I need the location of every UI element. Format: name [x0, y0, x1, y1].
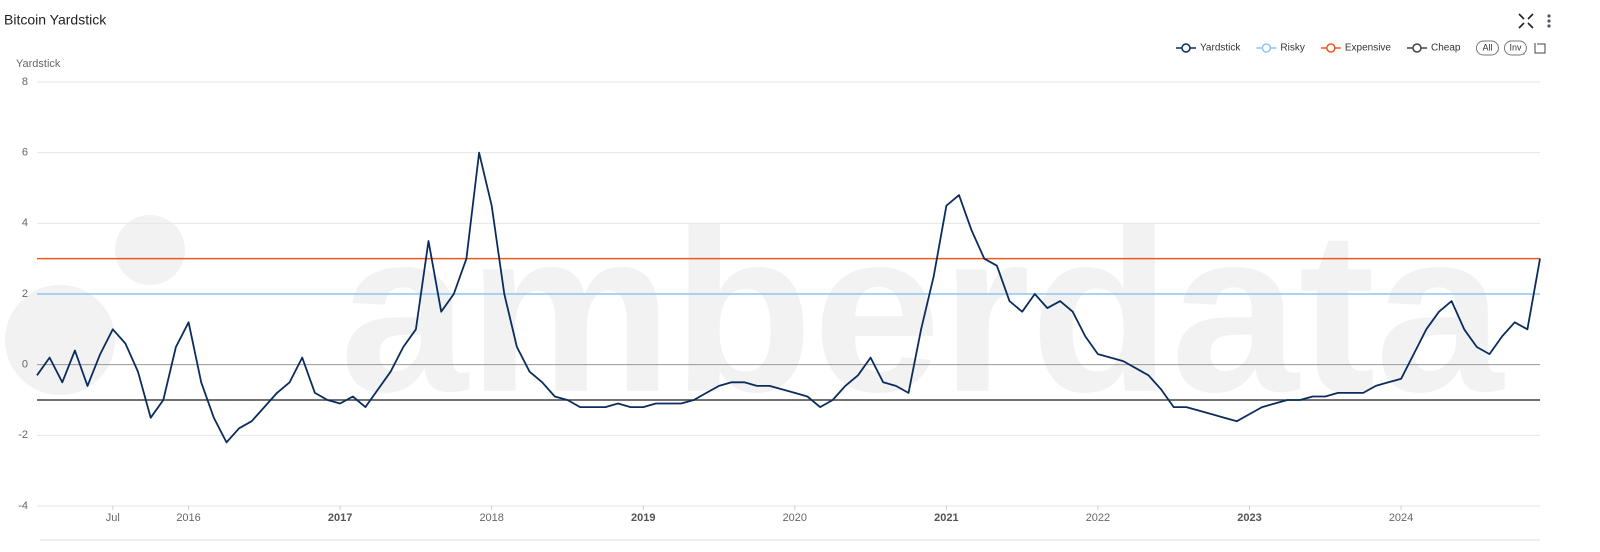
legend-item[interactable]: Yardstick: [1176, 43, 1241, 54]
menu-icon[interactable]: [1547, 14, 1551, 28]
legend-marker: [1261, 43, 1272, 53]
y-tick-label: 0: [22, 359, 28, 371]
control-label: All: [1482, 42, 1492, 52]
x-tick-label: 2024: [1389, 512, 1413, 524]
x-tick-label: 2016: [176, 512, 200, 524]
x-tick-label: 2021: [934, 512, 958, 524]
y-axis-label: Yardstick: [16, 58, 61, 70]
chart-title: Bitcoin Yardstick: [4, 12, 107, 28]
y-tick-label: -4: [18, 500, 28, 512]
y-tick-label: 4: [22, 217, 28, 229]
legend-item[interactable]: Risky: [1256, 43, 1305, 54]
legend-label: Yardstick: [1200, 43, 1241, 54]
control-outline: [1503, 40, 1527, 56]
control-button[interactable]: All: [1475, 40, 1499, 56]
legend-item[interactable]: Expensive: [1320, 43, 1392, 54]
x-tick-label: 2018: [479, 512, 503, 524]
control-outline: [1475, 40, 1499, 56]
x-tick-label: 2019: [631, 512, 655, 524]
x-tick-label: Jul: [106, 512, 120, 524]
watermark-logo: [115, 215, 185, 285]
legend-label: Expensive: [1345, 43, 1392, 54]
control-label: Inv: [1509, 42, 1522, 52]
legend-label: Risky: [1280, 43, 1304, 54]
watermark-logo: [5, 285, 115, 395]
legend-marker: [1181, 43, 1191, 53]
x-tick-label: 2022: [1086, 512, 1110, 524]
y-tick-label: -2: [18, 429, 28, 441]
legend-item[interactable]: Cheap: [1406, 43, 1461, 54]
expand-icon[interactable]: [1518, 13, 1534, 29]
y-tick-label: 6: [22, 147, 28, 159]
legend-marker: [1412, 43, 1422, 53]
y-tick-label: 2: [22, 288, 28, 300]
y-tick-label: 8: [22, 76, 28, 88]
x-tick-label: 2020: [783, 512, 807, 524]
x-tick-label: 2017: [328, 512, 352, 524]
x-tick-label: 2023: [1237, 512, 1261, 524]
series-line: [36, 151, 1541, 444]
legend-label: Cheap: [1431, 43, 1461, 54]
control-button[interactable]: Inv: [1503, 40, 1527, 56]
legend-marker: [1326, 43, 1336, 53]
watermark: amberdata: [340, 183, 1505, 440]
